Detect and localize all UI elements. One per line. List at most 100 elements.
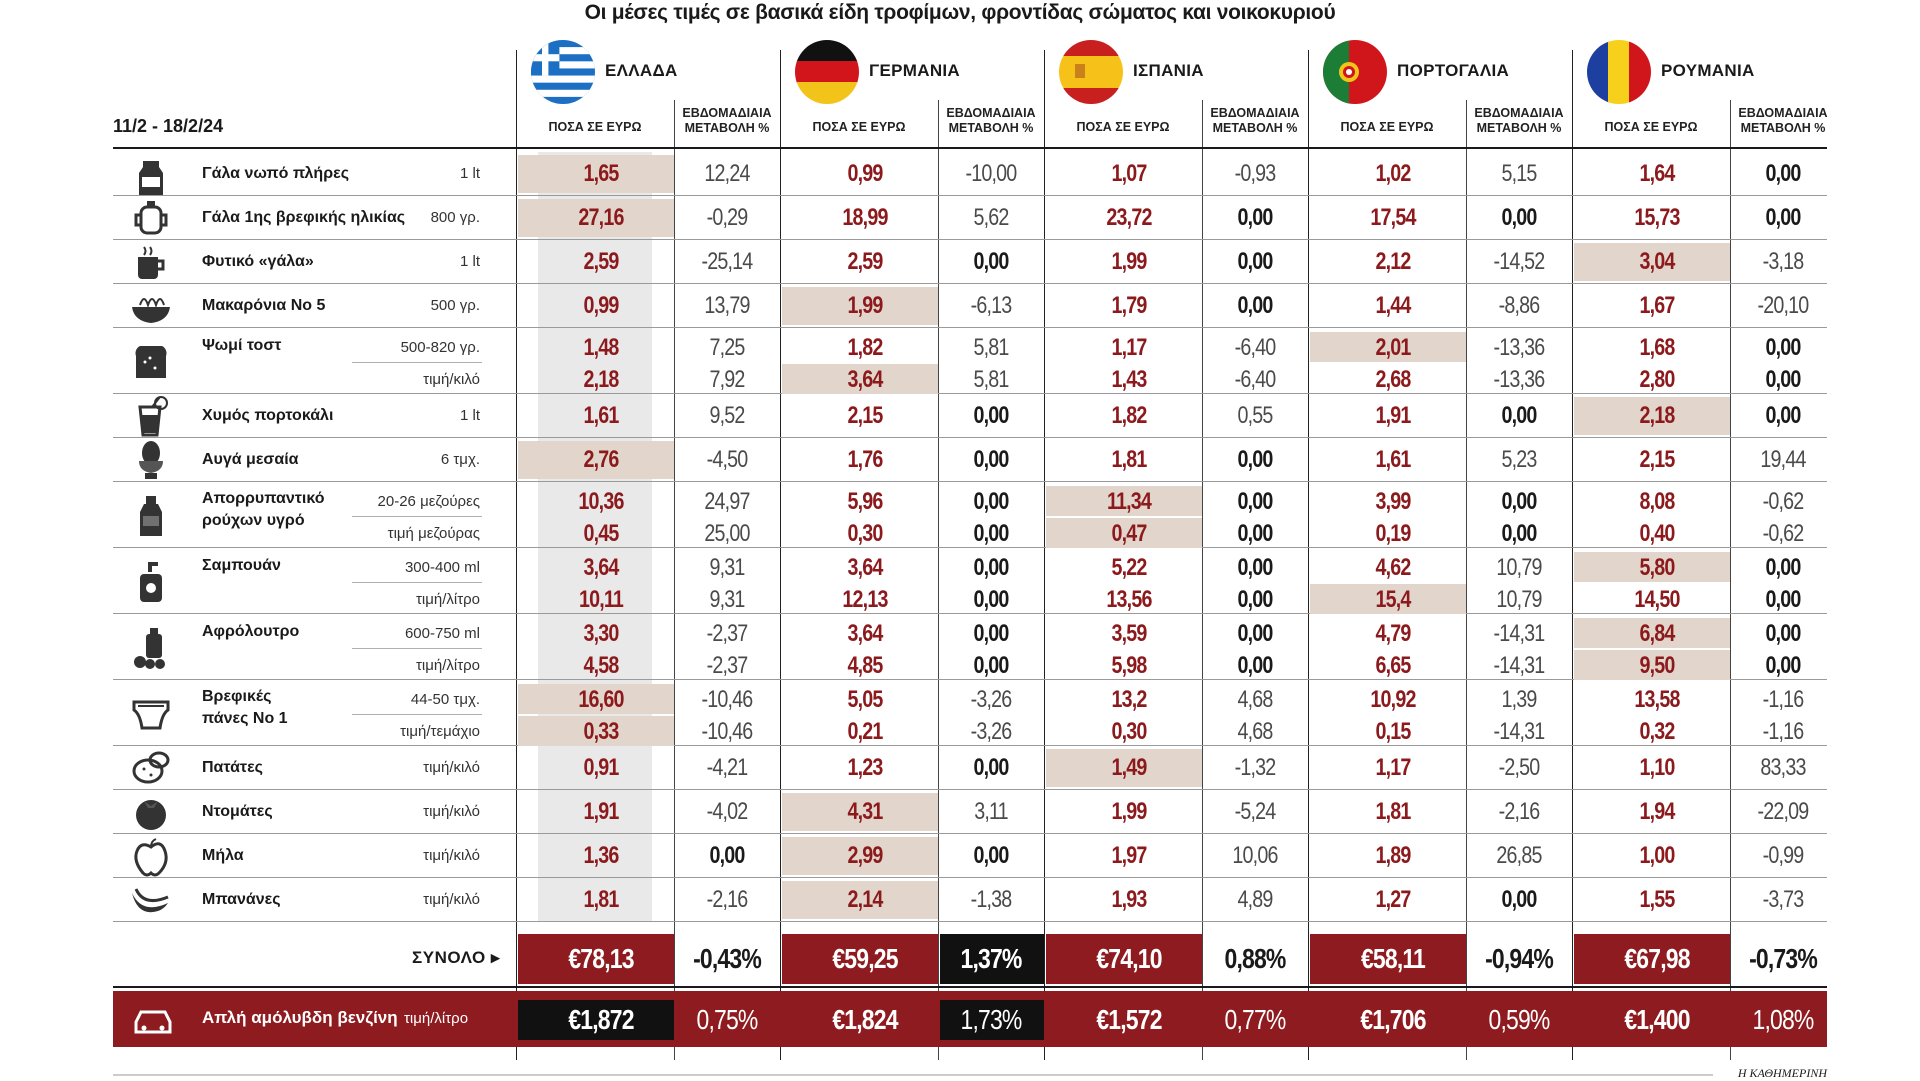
price-value: 1,81 [1111, 446, 1147, 473]
change-value: 0,00 [973, 620, 1009, 647]
price-column-header: ΠΟΣΑ ΣΕ ΕΥΡΩ [812, 120, 906, 134]
total-change-value: 0,88% [1224, 943, 1286, 974]
change-value: 0,00 [973, 754, 1009, 781]
juice-glass-icon [128, 393, 174, 439]
change-value: 0,00 [1501, 520, 1537, 547]
total-value: €58,11 [1360, 943, 1426, 974]
price-value: 16,60 [578, 686, 624, 713]
row-separator [113, 547, 1827, 548]
fuel-change: 0,59% [1488, 1004, 1550, 1035]
change-value: -6,13 [970, 292, 1013, 319]
total-change-box [940, 934, 1044, 984]
price-value: 2,18 [583, 366, 619, 393]
change-value: 0,00 [1501, 402, 1537, 429]
product-name: Μακαρόνια Νο 5 [202, 297, 326, 314]
total-change-value: -0,43% [693, 943, 762, 974]
highlight-cell [1574, 397, 1730, 435]
price-value: 13,58 [1634, 686, 1680, 713]
price-value: 5,22 [1111, 554, 1147, 581]
change-column-header: ΕΒΔΟΜΑΔΙΑΙΑ ΜΕΤΑΒΟΛΗ % [1466, 106, 1572, 136]
group-divider [780, 50, 781, 1060]
price-value: 3,59 [1111, 620, 1147, 647]
price-value: 27,16 [578, 204, 624, 231]
highlight-cell [782, 364, 938, 394]
highlight-cell [782, 287, 938, 325]
change-value: 9,52 [709, 402, 745, 429]
pasta-bowl-icon [128, 283, 174, 329]
highlight-cell [782, 793, 938, 831]
change-value: -0,99 [1762, 842, 1805, 869]
unit-label: τιμή μεζούρας [387, 525, 480, 542]
row-separator [113, 679, 1827, 680]
price-value: 14,50 [1634, 586, 1680, 613]
germany-flag [795, 40, 859, 104]
row-separator [113, 393, 1827, 394]
change-value: 0,00 [1765, 554, 1801, 581]
change-value: 24,97 [704, 488, 750, 515]
change-value: -6,40 [1234, 334, 1277, 361]
unit-label: τιμή/λίτρο [415, 657, 480, 674]
unit-label: τιμή/λίτρο [415, 591, 480, 608]
price-value: 4,58 [583, 652, 619, 679]
highlight-cell [518, 716, 674, 746]
change-value: -1,16 [1762, 718, 1805, 745]
change-value: 0,00 [1237, 248, 1273, 275]
diaper-icon [128, 690, 174, 736]
change-value: 0,00 [973, 446, 1009, 473]
price-value: 1,36 [583, 842, 619, 869]
change-value: 0,00 [973, 842, 1009, 869]
row-separator [113, 833, 1827, 834]
change-value: 0,00 [1237, 292, 1273, 319]
change-value: 7,25 [709, 334, 745, 361]
change-value: 0,00 [1237, 488, 1273, 515]
fuel-change: 0,77% [1224, 1004, 1286, 1035]
change-value: 0,00 [1237, 554, 1273, 581]
price-value: 1,65 [583, 160, 619, 187]
change-value: 1,39 [1501, 686, 1537, 713]
highlight-cell [518, 199, 674, 237]
price-value: 0,19 [1375, 520, 1411, 547]
price-value: 4,62 [1375, 554, 1411, 581]
unit-label: 1 lt [459, 407, 480, 424]
product-name-line2: ρούχων υγρό [202, 512, 305, 529]
price-value: 2,59 [583, 248, 619, 275]
change-value: 9,31 [709, 554, 745, 581]
shower-gel-icon [128, 624, 174, 670]
product-name: Πατάτες [202, 759, 263, 776]
unit-label: τιμή/κιλό [423, 759, 480, 776]
price-value: 13,2 [1111, 686, 1147, 713]
change-value: -3,26 [970, 718, 1013, 745]
price-value: 1,79 [1111, 292, 1147, 319]
price-value: 0,91 [583, 754, 619, 781]
highlight-cell [1574, 650, 1730, 680]
egg-cup-icon [128, 437, 174, 483]
price-value: 2,80 [1639, 366, 1675, 393]
unit-label: 1 lt [459, 253, 480, 270]
price-value: 1,23 [847, 754, 883, 781]
change-value: 0,00 [973, 488, 1009, 515]
change-value: 19,44 [1760, 446, 1806, 473]
portugal-flag [1323, 40, 1387, 104]
sub-row-separator [352, 714, 482, 715]
total-rule [113, 986, 1827, 988]
change-value: 0,00 [1237, 652, 1273, 679]
price-value: 3,04 [1639, 248, 1675, 275]
price-value: 1,89 [1375, 842, 1411, 869]
sub-row-separator [352, 362, 482, 363]
bottom-rule [113, 1074, 1713, 1076]
change-value: 0,00 [973, 554, 1009, 581]
change-column-header: ΕΒΔΟΜΑΔΙΑΙΑ ΜΕΤΑΒΟΛΗ % [938, 106, 1044, 136]
product-name: Αφρόλουτρο [202, 623, 300, 640]
price-value: 0,15 [1375, 718, 1411, 745]
price-value: 1,76 [847, 446, 883, 473]
change-value: 0,00 [1501, 886, 1537, 913]
change-value: -14,52 [1493, 248, 1546, 275]
sub-row-separator [352, 516, 482, 517]
total-box [518, 934, 674, 984]
change-value: 0,00 [1765, 586, 1801, 613]
row-separator [113, 437, 1827, 438]
price-value: 10,36 [578, 488, 624, 515]
price-value: 1,67 [1639, 292, 1675, 319]
change-value: 5,81 [973, 334, 1009, 361]
total-value: €67,98 [1624, 943, 1690, 974]
